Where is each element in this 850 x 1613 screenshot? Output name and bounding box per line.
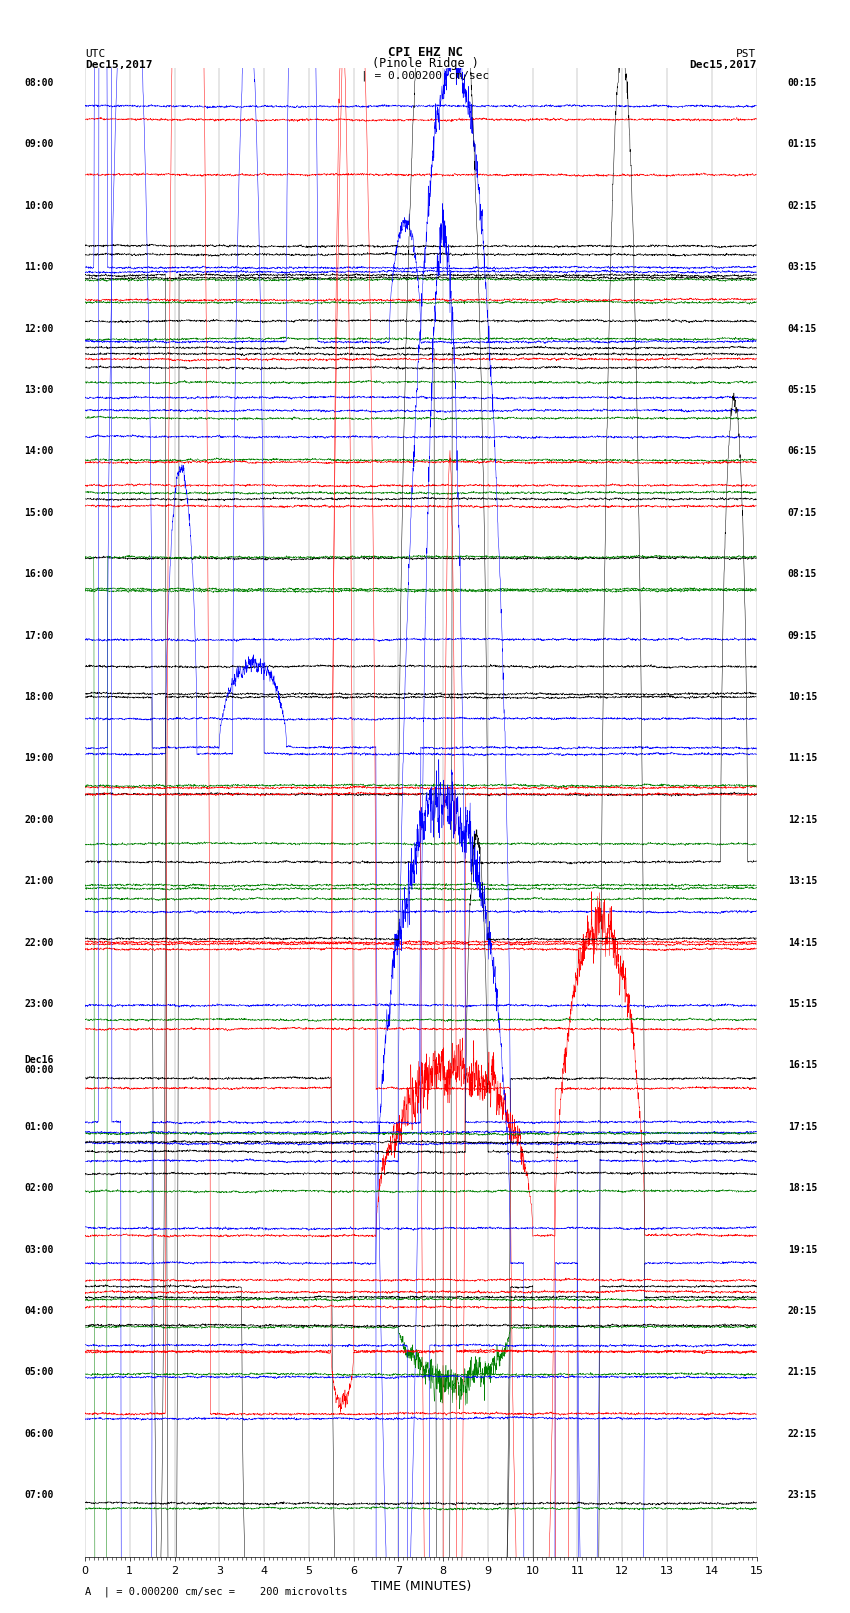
Text: A  | = 0.000200 cm/sec =    200 microvolts: A | = 0.000200 cm/sec = 200 microvolts (85, 1586, 348, 1597)
Text: 20:15: 20:15 (788, 1307, 817, 1316)
Text: 18:00: 18:00 (25, 692, 54, 702)
Text: 03:15: 03:15 (788, 263, 817, 273)
Text: Dec15,2017: Dec15,2017 (689, 60, 756, 71)
Text: 01:15: 01:15 (788, 139, 817, 150)
X-axis label: TIME (MINUTES): TIME (MINUTES) (371, 1579, 471, 1592)
Text: 06:00: 06:00 (25, 1429, 54, 1439)
Text: CPI EHZ NC: CPI EHZ NC (388, 45, 462, 58)
Text: 01:00: 01:00 (25, 1121, 54, 1132)
Text: 17:00: 17:00 (25, 631, 54, 640)
Text: Dec16: Dec16 (25, 1055, 54, 1066)
Text: 19:15: 19:15 (788, 1245, 817, 1255)
Text: 18:15: 18:15 (788, 1184, 817, 1194)
Text: 11:15: 11:15 (788, 753, 817, 763)
Text: 16:00: 16:00 (25, 569, 54, 579)
Text: 09:15: 09:15 (788, 631, 817, 640)
Text: 21:15: 21:15 (788, 1368, 817, 1378)
Text: 22:15: 22:15 (788, 1429, 817, 1439)
Text: 04:00: 04:00 (25, 1307, 54, 1316)
Text: 07:00: 07:00 (25, 1490, 54, 1500)
Text: 13:00: 13:00 (25, 386, 54, 395)
Text: 23:00: 23:00 (25, 998, 54, 1010)
Text: 04:15: 04:15 (788, 324, 817, 334)
Text: 12:15: 12:15 (788, 815, 817, 824)
Text: 14:00: 14:00 (25, 447, 54, 456)
Text: 15:00: 15:00 (25, 508, 54, 518)
Text: 15:15: 15:15 (788, 998, 817, 1010)
Text: 16:15: 16:15 (788, 1060, 817, 1071)
Text: 19:00: 19:00 (25, 753, 54, 763)
Text: 23:15: 23:15 (788, 1490, 817, 1500)
Text: 05:15: 05:15 (788, 386, 817, 395)
Text: 05:00: 05:00 (25, 1368, 54, 1378)
Text: Dec15,2017: Dec15,2017 (85, 60, 152, 71)
Text: 22:00: 22:00 (25, 937, 54, 947)
Text: 12:00: 12:00 (25, 324, 54, 334)
Text: UTC: UTC (85, 48, 105, 58)
Text: 02:00: 02:00 (25, 1184, 54, 1194)
Text: 10:15: 10:15 (788, 692, 817, 702)
Text: 14:15: 14:15 (788, 937, 817, 947)
Text: 00:00: 00:00 (25, 1066, 54, 1076)
Text: 17:15: 17:15 (788, 1121, 817, 1132)
Text: (Pinole Ridge ): (Pinole Ridge ) (371, 56, 479, 71)
Text: 10:00: 10:00 (25, 202, 54, 211)
Text: 08:15: 08:15 (788, 569, 817, 579)
Text: 02:15: 02:15 (788, 202, 817, 211)
Text: 21:00: 21:00 (25, 876, 54, 886)
Text: 00:15: 00:15 (788, 77, 817, 89)
Text: 08:00: 08:00 (25, 77, 54, 89)
Text: PST: PST (736, 48, 756, 58)
Text: 06:15: 06:15 (788, 447, 817, 456)
Text: 09:00: 09:00 (25, 139, 54, 150)
Text: 07:15: 07:15 (788, 508, 817, 518)
Text: 20:00: 20:00 (25, 815, 54, 824)
Text: | = 0.000200 cm/sec: | = 0.000200 cm/sec (361, 69, 489, 81)
Text: 03:00: 03:00 (25, 1245, 54, 1255)
Text: 13:15: 13:15 (788, 876, 817, 886)
Text: 11:00: 11:00 (25, 263, 54, 273)
